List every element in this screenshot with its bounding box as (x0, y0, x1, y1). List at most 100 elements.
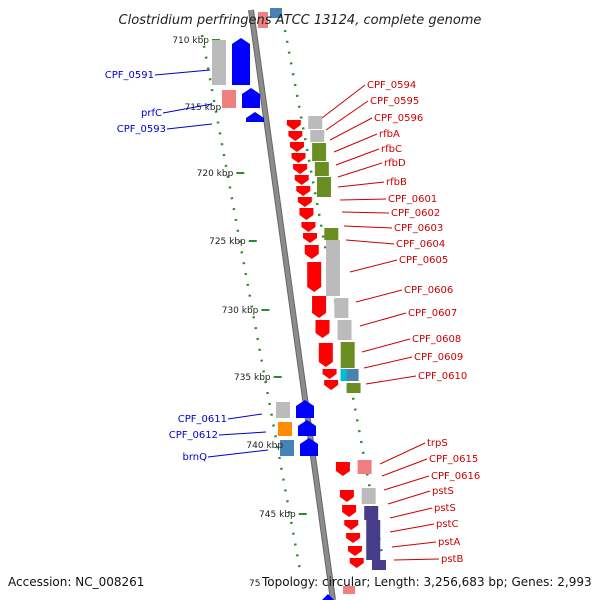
accession-text: Accession: NC_008261 (8, 575, 144, 589)
gene-label: CPF_0611 (178, 414, 227, 425)
gene-label: CPF_0603 (394, 223, 443, 234)
cog-box (316, 177, 331, 197)
label-leader (391, 541, 437, 548)
label-leader (389, 523, 435, 533)
reverse-cds-arrow (288, 131, 303, 141)
reverse-cds-arrow (286, 120, 301, 130)
cog-box (310, 130, 325, 142)
cog-box (308, 116, 323, 129)
gene-label: CPF_0616 (431, 471, 480, 482)
reverse-cds-arrow (297, 197, 312, 207)
cog-box (280, 440, 294, 456)
label-leader (343, 225, 393, 229)
genome-stats-text: Topology: circular; Length: 3,256,683 bp… (261, 575, 592, 589)
cog-box (312, 143, 327, 161)
tick-label: 730 kbp (222, 306, 259, 316)
label-leader (389, 507, 433, 519)
gene-label: CPF_0615 (429, 454, 478, 465)
reverse-cds-arrow (339, 490, 354, 502)
gene-label: CPF_0609 (414, 352, 463, 363)
reverse-cds-arrow (318, 343, 333, 367)
gene-label: trpS (427, 438, 448, 449)
reverse-cds-arrow (342, 505, 357, 517)
map-title: Clostridium perfringens ATCC 13124, comp… (119, 13, 482, 28)
clipped-feature (258, 12, 268, 28)
forward-cds-arrow (296, 400, 314, 418)
tick-label: 745 kbp (259, 510, 296, 520)
cog-box (212, 40, 226, 85)
cog-box (371, 560, 386, 570)
cog-box (346, 383, 361, 393)
forward-cds-arrow (232, 38, 250, 85)
gene-label: rfbA (379, 129, 400, 140)
reverse-cds-arrow (349, 558, 364, 568)
label-leader (162, 103, 213, 114)
clipped-feature (270, 8, 282, 18)
clipped-feature (343, 586, 355, 594)
gene-label: CPF_0604 (396, 239, 445, 250)
partial-tick-label: 75 (249, 579, 260, 589)
reverse-cds-arrow (312, 296, 327, 318)
label-leader (325, 100, 369, 131)
reverse-cds-arrow (294, 175, 309, 185)
label-leader (345, 239, 395, 245)
reverse-cds-arrow (303, 233, 318, 243)
gene-label: CPF_0591 (105, 70, 154, 81)
label-leader (341, 211, 390, 214)
cog-box (340, 342, 355, 368)
label-leader (321, 84, 366, 119)
cog-box (276, 402, 290, 418)
gene-label: CPF_0593 (117, 124, 166, 135)
forward-cds-arrow (242, 88, 260, 108)
label-leader (361, 338, 411, 353)
cog-box (326, 240, 341, 296)
gene-label: CPF_0594 (367, 80, 416, 91)
label-leader (349, 259, 398, 273)
tick-label: 735 kbp (234, 373, 271, 383)
cog-box (337, 320, 352, 340)
gene-label: CPF_0601 (388, 194, 437, 205)
gene-label: pstS (432, 486, 454, 497)
gene-label: prfC (141, 108, 162, 119)
label-leader (207, 449, 269, 458)
cog-box (314, 162, 329, 176)
reverse-cds-arrow (299, 208, 314, 220)
cog-box (361, 488, 376, 504)
reverse-cds-arrow (291, 153, 306, 163)
tick-label: 720 kbp (197, 169, 234, 179)
reverse-cds-arrow (347, 546, 362, 556)
label-leader (333, 133, 378, 153)
label-leader (218, 431, 267, 436)
reverse-cds-arrow (324, 380, 339, 390)
reverse-cds-arrow (335, 462, 350, 476)
tick-label: 710 kbp (172, 36, 209, 46)
cog-box (324, 228, 339, 240)
label-leader (339, 198, 387, 201)
gene-label: rfbC (381, 144, 402, 155)
reverse-cds-arrow (346, 533, 361, 543)
gene-label: pstS (434, 503, 456, 514)
gene-label: CPF_0606 (404, 285, 453, 296)
gene-label: CPF_0602 (391, 208, 440, 219)
cog-box (364, 506, 379, 520)
gene-label: rfbB (386, 177, 407, 188)
gene-label: pstA (438, 537, 460, 548)
forward-cds-arrow (298, 420, 316, 436)
gene-label: rfbD (384, 158, 406, 169)
cog-box (366, 520, 381, 560)
tick-label: 725 kbp (209, 237, 246, 247)
label-leader (335, 148, 380, 166)
reverse-cds-arrow (289, 142, 304, 152)
label-leader (329, 117, 373, 141)
reverse-cds-arrow (293, 164, 308, 174)
clipped-feature (322, 594, 334, 600)
gene-label: CPF_0595 (370, 96, 419, 107)
reverse-cds-arrow (307, 262, 322, 292)
tick-label: 715 kbp (185, 103, 222, 113)
cog-box (222, 90, 236, 108)
cog-box (344, 369, 359, 381)
label-leader (359, 312, 407, 327)
label-leader (154, 69, 211, 76)
label-leader (355, 289, 403, 303)
